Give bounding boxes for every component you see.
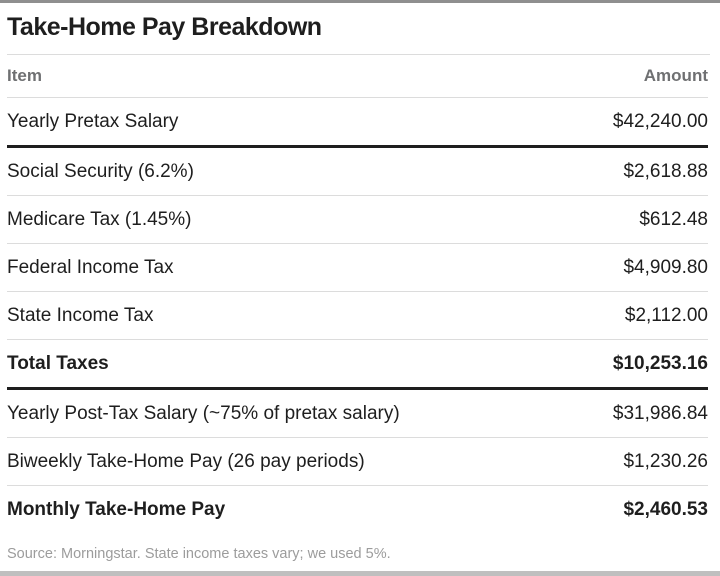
- row-item-label: Medicare Tax (1.45%): [7, 209, 192, 230]
- row-amount: $2,460.53: [623, 499, 708, 520]
- table-row-state-income-tax: State Income Tax $2,112.00: [7, 292, 708, 340]
- table-row-yearly-pretax-salary: Yearly Pretax Salary $42,240.00: [7, 98, 708, 145]
- row-amount: $42,240.00: [612, 111, 708, 132]
- dark-rule: [7, 145, 708, 148]
- row-item-label: Yearly Post-Tax Salary (~75% of pretax s…: [7, 403, 400, 424]
- table-row-federal-income-tax: Federal Income Tax $4,909.80: [7, 244, 708, 292]
- row-amount: $10,253.16: [612, 353, 708, 374]
- row-item-label: Federal Income Tax: [7, 257, 174, 278]
- table-row-monthly-take-home-pay: Monthly Take-Home Pay $2,460.53: [7, 486, 708, 533]
- row-item-label: State Income Tax: [7, 305, 154, 326]
- row-item-label: Monthly Take-Home Pay: [7, 499, 226, 520]
- table-row-medicare-tax: Medicare Tax (1.45%) $612.48: [7, 196, 708, 244]
- table-row-social-security: Social Security (6.2%) $2,618.88: [7, 148, 708, 196]
- row-item-label: Yearly Pretax Salary: [7, 111, 179, 132]
- row-amount: $31,986.84: [612, 403, 708, 424]
- row-amount: $4,909.80: [623, 257, 708, 278]
- column-header-amount: Amount: [643, 66, 708, 85]
- row-amount: $612.48: [639, 209, 708, 230]
- top-rule: [0, 0, 720, 3]
- column-header-item: Item: [7, 66, 42, 85]
- page-title: Take-Home Pay Breakdown: [7, 3, 710, 55]
- row-item-label: Biweekly Take-Home Pay (26 pay periods): [7, 451, 365, 472]
- bottom-rule: [0, 571, 720, 576]
- row-amount: $2,618.88: [623, 161, 708, 182]
- row-item-label: Social Security (6.2%): [7, 161, 194, 182]
- table-row-total-taxes: Total Taxes $10,253.16: [7, 340, 708, 390]
- row-amount: $2,112.00: [624, 305, 708, 326]
- table-header-row: Item Amount: [7, 55, 708, 98]
- table-row-yearly-post-tax-salary: Yearly Post-Tax Salary (~75% of pretax s…: [7, 390, 708, 438]
- row-amount: $1,230.26: [623, 451, 708, 472]
- source-note: Source: Morningstar. State income taxes …: [7, 546, 391, 562]
- row-item-label: Total Taxes: [7, 353, 109, 374]
- table-row-biweekly-take-home-pay: Biweekly Take-Home Pay (26 pay periods) …: [7, 438, 708, 486]
